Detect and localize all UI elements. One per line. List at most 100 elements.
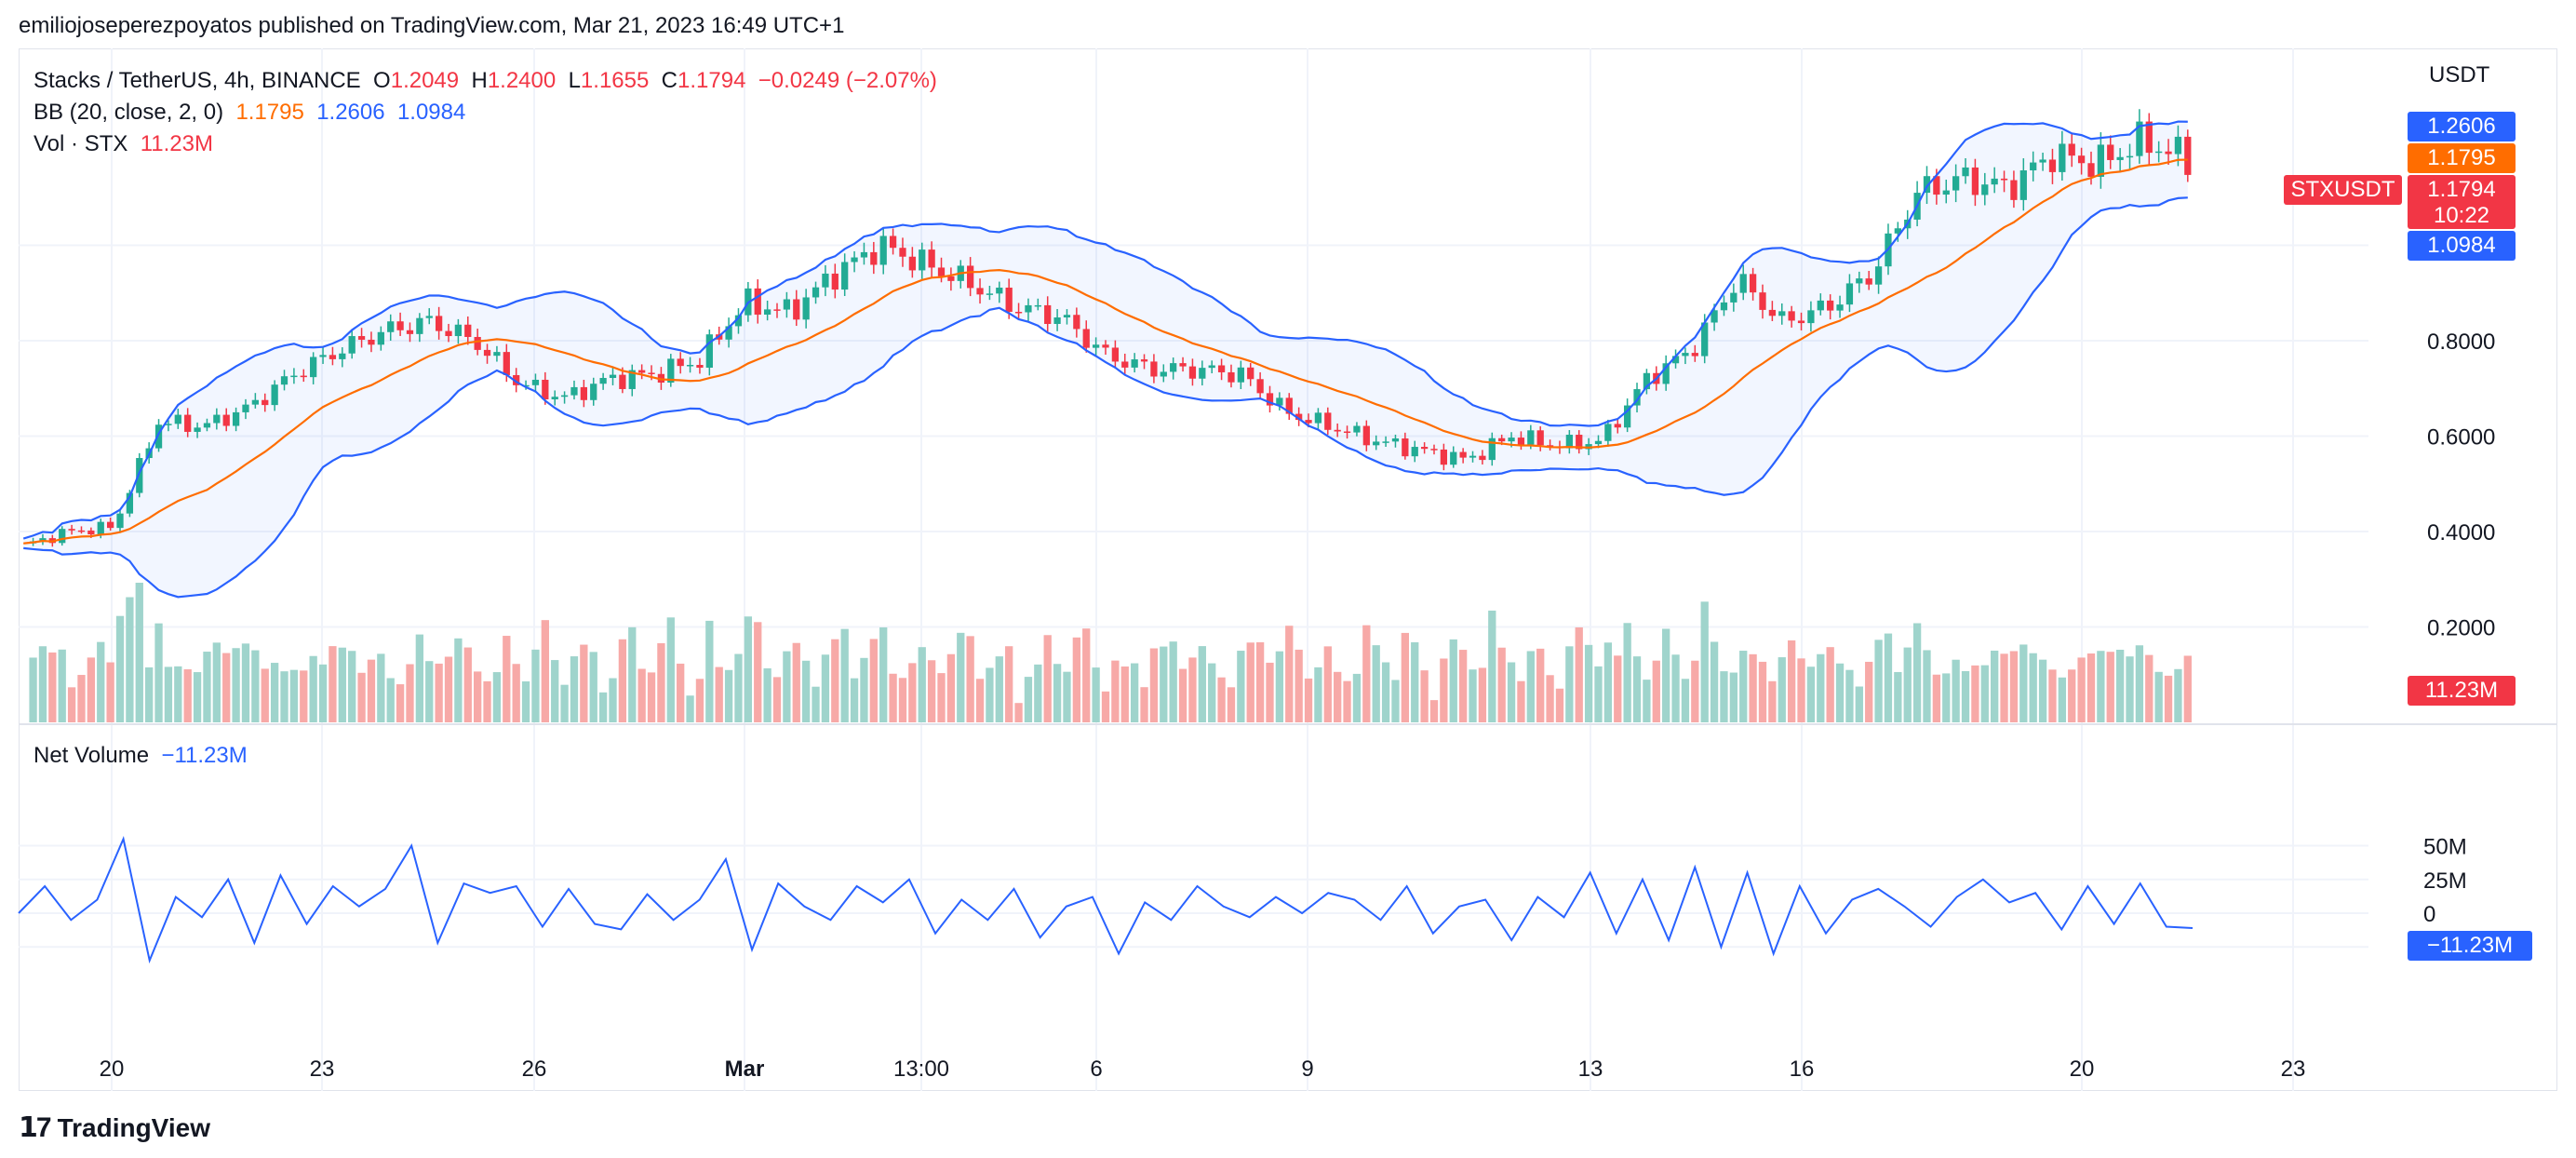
- candle-body: [2107, 144, 2114, 160]
- bb-lower-line: [23, 196, 2188, 599]
- candle-body: [1025, 304, 1032, 313]
- volume-bar: [1014, 703, 1023, 722]
- candle-body: [1923, 176, 1931, 194]
- volume-bar: [666, 617, 675, 722]
- legend-row-bb: BB (20, close, 2, 0) 1.1795 1.2606 1.098…: [34, 97, 937, 128]
- footer-brand[interactable]: 𝟭7 TradingView: [19, 1111, 210, 1144]
- candle-body: [136, 458, 143, 493]
- candle-body: [696, 365, 704, 368]
- candle-body: [232, 411, 240, 426]
- candle-body: [1266, 393, 1274, 406]
- volume-bar: [232, 648, 240, 722]
- chart-legend: Stacks / TetherUS, 4h, BINANCE O1.2049 H…: [34, 65, 937, 160]
- bb-basis-line: [23, 158, 2188, 545]
- candle-body: [1343, 431, 1351, 434]
- close-label: C: [661, 68, 678, 93]
- volume-badge: 11.23M: [2408, 676, 2516, 706]
- candle-body: [1691, 353, 1698, 357]
- vol-label[interactable]: Vol · STX: [34, 131, 128, 156]
- candle-body: [1527, 430, 1535, 445]
- net-volume-label[interactable]: Net Volume: [34, 743, 150, 768]
- volume-bar: [598, 692, 608, 722]
- candle-body: [1111, 347, 1120, 362]
- volume-bar: [338, 647, 346, 722]
- candle-body: [928, 249, 935, 268]
- candle-body: [106, 521, 114, 529]
- time-tick-label: 26: [522, 1057, 547, 1082]
- volume-bar: [1865, 661, 1873, 722]
- candle-body: [271, 384, 278, 406]
- legend-row-ohlc: Stacks / TetherUS, 4h, BINANCE O1.2049 H…: [34, 65, 937, 97]
- candle-body: [454, 324, 463, 337]
- volume-bar: [1884, 633, 1893, 722]
- candle-body: [1536, 430, 1544, 446]
- volume-bar: [637, 668, 646, 722]
- candle-body: [174, 414, 181, 424]
- candle-body: [1450, 451, 1457, 465]
- volume-bar: [1565, 646, 1574, 722]
- candle-body: [754, 288, 761, 315]
- volume-bar: [425, 661, 434, 722]
- symbol-label[interactable]: Stacks / TetherUS, 4h, BINANCE: [34, 68, 361, 93]
- bb-basis-badge: 1.1795: [2408, 143, 2516, 173]
- volume-bar: [831, 639, 839, 722]
- candle-body: [2030, 162, 2037, 171]
- candle-body: [2126, 155, 2134, 158]
- volume-bar: [1266, 662, 1274, 722]
- candle-body: [1874, 266, 1883, 285]
- bb-lower-badge: 1.0984: [2408, 231, 2516, 261]
- volume-bar: [628, 626, 637, 722]
- candle-body: [1836, 304, 1844, 311]
- candle-body: [1759, 292, 1766, 310]
- candle-body: [1498, 438, 1506, 442]
- candle-body: [1430, 449, 1438, 451]
- bb-label[interactable]: BB (20, close, 2, 0): [34, 100, 224, 125]
- candle-body: [1797, 320, 1805, 324]
- candle-body: [870, 251, 878, 265]
- candle-body: [435, 316, 443, 331]
- candle-body: [483, 349, 491, 357]
- candle-body: [1217, 365, 1226, 372]
- candle-body: [1053, 317, 1061, 325]
- volume-bar: [2115, 649, 2125, 722]
- volume-bar: [1034, 664, 1042, 722]
- bollinger-band-lines: [22, 120, 2188, 599]
- volume-bar: [580, 644, 588, 722]
- candle-body: [154, 424, 163, 449]
- volume-bar: [1932, 674, 1941, 722]
- candle-body: [242, 404, 249, 412]
- time-tick-label: 20: [2070, 1057, 2095, 1082]
- volume-bar: [657, 643, 665, 722]
- candle-body: [2010, 180, 2018, 200]
- volume-bar: [521, 680, 530, 722]
- volume-bar: [483, 680, 491, 722]
- candle-body: [213, 414, 221, 424]
- candle-body: [203, 423, 211, 428]
- candle-body: [1014, 311, 1023, 314]
- candle-body: [1199, 368, 1206, 379]
- volume-bar: [1546, 675, 1554, 722]
- volume-bar: [97, 641, 105, 722]
- volume-bar: [927, 660, 936, 722]
- volume-bar: [329, 646, 337, 722]
- volume-bar: [212, 642, 221, 722]
- candle-body: [879, 236, 887, 265]
- volume-bar: [1352, 673, 1362, 722]
- volume-bar: [2058, 677, 2066, 722]
- volume-bar: [560, 684, 569, 722]
- price-tick-label: 0.4000: [2427, 520, 2495, 545]
- open-value: 1.2049: [390, 68, 460, 93]
- bollinger-band-fill: [23, 121, 2188, 598]
- candle-body: [638, 370, 646, 373]
- candle-body: [387, 321, 395, 332]
- candle-body: [1827, 300, 1834, 311]
- volume-bar: [1643, 680, 1651, 722]
- candle-body: [1391, 438, 1400, 442]
- candle-body: [1324, 412, 1332, 430]
- candle-body: [1720, 302, 1728, 311]
- volume-bar: [1855, 686, 1863, 722]
- volume-bar: [898, 678, 907, 722]
- volume-bar: [1295, 649, 1303, 722]
- low-label: L: [568, 68, 581, 93]
